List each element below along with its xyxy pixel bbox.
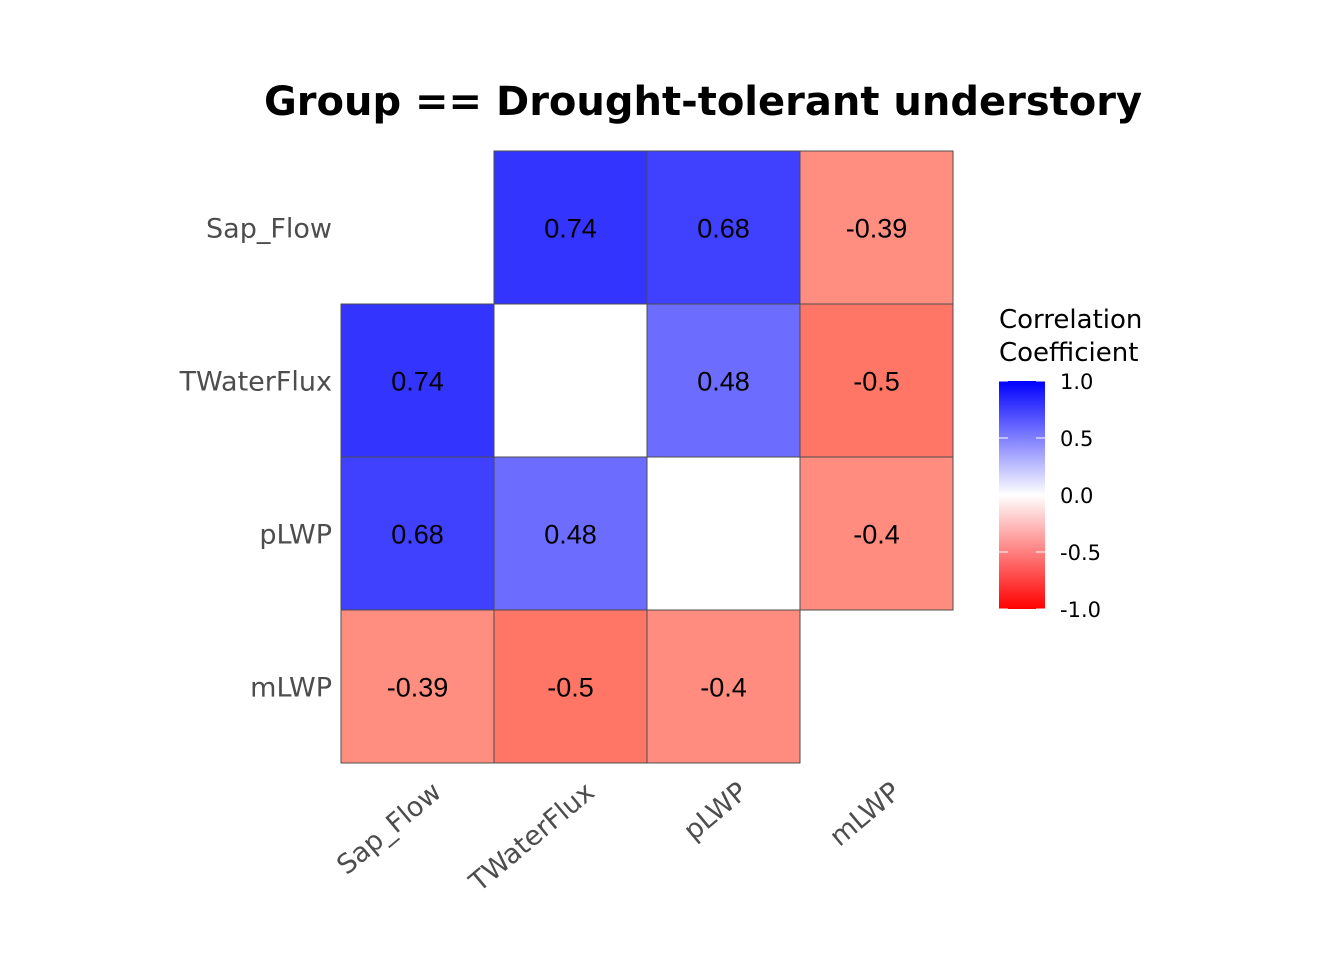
legend-title-line-1: Correlation	[999, 305, 1142, 335]
legend-tick-label: 0.0	[1060, 484, 1093, 508]
cell-value-label: -0.5	[853, 367, 900, 397]
cell-value-label: 0.48	[697, 367, 750, 397]
heatmap-cell	[340, 303, 495, 458]
legend: Correlation Coefficient 1.0 0.5 0.0 -0.5 -1.…	[999, 305, 1142, 622]
row-labels: Sap_Flow TWaterFlux pLWP mLWP	[179, 214, 332, 704]
heatmap-cell	[493, 456, 648, 611]
chart-title: Group == Drought-tolerant understory	[264, 79, 1142, 125]
heatmap-cell	[799, 303, 954, 458]
row-label: pLWP	[259, 520, 332, 551]
row-label: TWaterFlux	[179, 367, 332, 398]
cell-value-label: 0.74	[391, 367, 444, 397]
heatmap-cell	[340, 456, 495, 611]
row-label: mLWP	[250, 673, 332, 704]
legend-tick-label: -1.0	[1060, 598, 1101, 622]
legend-tick-label: -0.5	[1060, 541, 1101, 565]
cell-value-label: 0.68	[391, 520, 444, 550]
cell-value-label: -0.4	[853, 520, 900, 550]
column-label: TWaterFlux	[463, 776, 600, 898]
legend-tick-label: 1.0	[1060, 370, 1093, 394]
cell-value-label: 0.68	[697, 214, 750, 244]
legend-ticks: 1.0 0.5 0.0 -0.5 -1.0	[999, 370, 1101, 622]
row-label: Sap_Flow	[206, 214, 332, 245]
column-labels: Sap_Flow TWaterFlux pLWP mLWP	[331, 776, 906, 898]
cell-value-label: 0.74	[544, 214, 597, 244]
heatmap-cells: 0.74 0.68 -0.39 0.74 0.48 -0.5 0.68 0.48 -0.4 -0.…	[340, 150, 954, 764]
heatmap-cell	[493, 150, 648, 305]
cell-value-label: -0.5	[547, 673, 594, 703]
heatmap-cell	[340, 609, 495, 764]
heatmap-cell	[646, 150, 801, 305]
heatmap-cell	[646, 609, 801, 764]
legend-title-line-2: Coefficient	[999, 338, 1138, 368]
column-label: mLWP	[824, 776, 907, 852]
legend-tick-label: 0.5	[1060, 427, 1093, 451]
heatmap-cell	[799, 150, 954, 305]
heatmap-cell	[799, 456, 954, 611]
cell-value-label: -0.39	[846, 214, 908, 244]
column-label: pLWP	[678, 776, 754, 846]
cell-value-label: 0.48	[544, 520, 597, 550]
heatmap-cell	[646, 303, 801, 458]
cell-value-label: -0.39	[387, 673, 449, 703]
cell-value-label: -0.4	[700, 673, 747, 703]
column-label: Sap_Flow	[331, 776, 447, 881]
